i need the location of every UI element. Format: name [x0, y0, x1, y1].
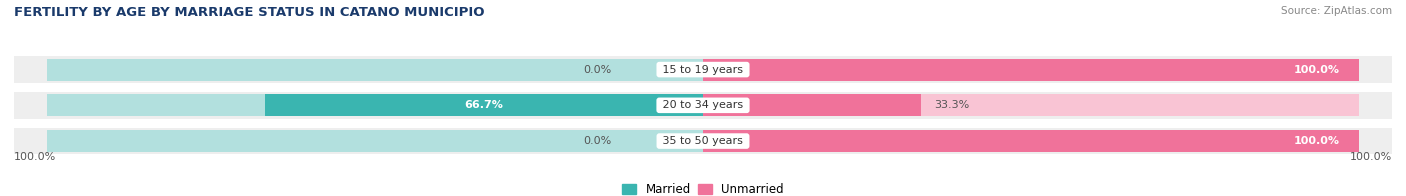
- Bar: [46, 130, 703, 152]
- Text: 0.0%: 0.0%: [583, 136, 612, 146]
- Text: 33.3%: 33.3%: [935, 100, 970, 110]
- Text: FERTILITY BY AGE BY MARRIAGE STATUS IN CATANO MUNICIPIO: FERTILITY BY AGE BY MARRIAGE STATUS IN C…: [14, 6, 485, 19]
- Text: 100.0%: 100.0%: [14, 152, 56, 162]
- Text: 66.7%: 66.7%: [465, 100, 503, 110]
- Legend: Married, Unmarried: Married, Unmarried: [617, 179, 789, 196]
- Bar: [266, 94, 703, 116]
- Text: 15 to 19 years: 15 to 19 years: [659, 64, 747, 75]
- Text: 20 to 34 years: 20 to 34 years: [659, 100, 747, 110]
- Bar: [703, 58, 1360, 81]
- Bar: [14, 92, 1392, 119]
- Bar: [46, 94, 703, 116]
- Bar: [703, 58, 1360, 81]
- Bar: [703, 130, 1360, 152]
- Text: 100.0%: 100.0%: [1350, 152, 1392, 162]
- Bar: [703, 94, 1360, 116]
- Bar: [14, 56, 1392, 83]
- Bar: [703, 130, 1360, 152]
- Bar: [14, 128, 1392, 154]
- Bar: [46, 58, 703, 81]
- Text: 0.0%: 0.0%: [583, 64, 612, 75]
- Text: Source: ZipAtlas.com: Source: ZipAtlas.com: [1281, 6, 1392, 16]
- Text: 100.0%: 100.0%: [1294, 64, 1340, 75]
- Text: 35 to 50 years: 35 to 50 years: [659, 136, 747, 146]
- Bar: [703, 94, 921, 116]
- Text: 100.0%: 100.0%: [1294, 136, 1340, 146]
